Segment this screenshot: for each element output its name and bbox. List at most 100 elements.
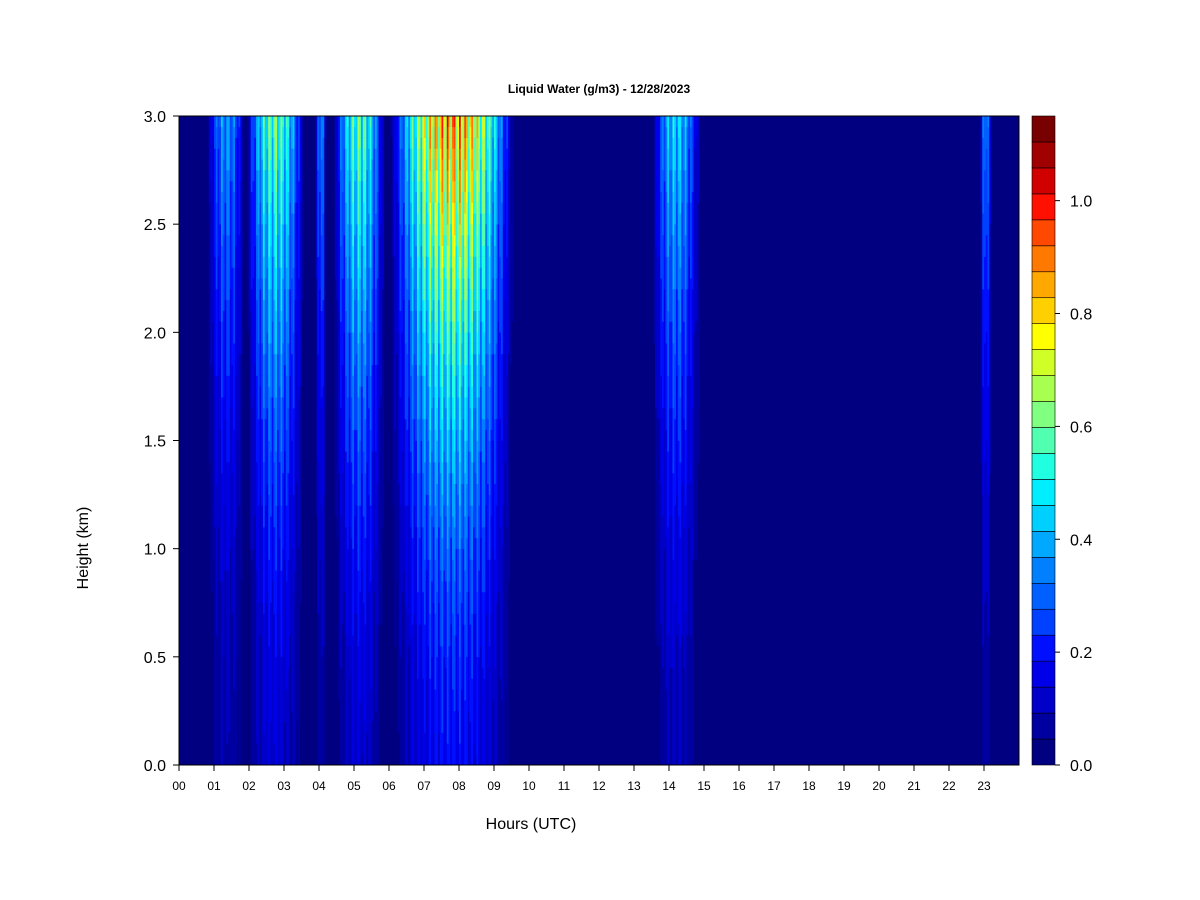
heatmap-cell (317, 408, 320, 420)
heatmap-cell (315, 170, 318, 182)
heatmap-cell (231, 170, 234, 182)
heatmap-cell (298, 180, 301, 193)
heatmap-cell (334, 483, 337, 495)
heatmap-cell (238, 375, 241, 387)
heatmap-cell (236, 505, 239, 517)
heatmap-cell (222, 505, 225, 517)
heatmap-cell (345, 364, 348, 376)
heatmap-cell (298, 527, 301, 539)
heatmap-cell (254, 743, 257, 755)
heatmap-cell (322, 494, 325, 506)
heatmap-cell (259, 375, 262, 387)
heatmap-cell (345, 613, 348, 625)
heatmap-cell (277, 591, 280, 604)
heatmap-cell (254, 256, 257, 268)
heatmap-cell (338, 429, 341, 441)
heatmap-cell (226, 462, 229, 474)
heatmap-cell (277, 667, 280, 679)
heatmap-cell (347, 548, 350, 560)
heatmap-cell (242, 202, 245, 214)
heatmap-cell (364, 451, 367, 463)
heatmap-cell (238, 353, 241, 366)
heatmap-cell (294, 332, 297, 344)
heatmap-cell (380, 408, 383, 420)
heatmap-cell (294, 440, 297, 452)
heatmap-cell (236, 170, 239, 182)
heatmap-cell (263, 213, 266, 225)
heatmap-cell (217, 624, 220, 636)
heatmap-cell (228, 743, 231, 755)
heatmap-cell (380, 591, 383, 604)
heatmap-cell (301, 213, 304, 225)
heatmap-cell (271, 494, 274, 506)
heatmap-cell (340, 462, 343, 474)
heatmap-cell (240, 472, 243, 485)
heatmap-cell (359, 689, 362, 701)
heatmap-cell (214, 267, 217, 279)
heatmap-cell (278, 581, 281, 593)
heatmap-cell (292, 278, 295, 290)
heatmap-cell (355, 678, 358, 690)
heatmap-cell (277, 364, 280, 376)
heatmap-cell (375, 721, 378, 733)
heatmap-cell (292, 224, 295, 236)
heatmap-cell (264, 646, 267, 658)
heatmap-cell (226, 224, 229, 236)
heatmap-cell (257, 245, 260, 257)
heatmap-cell (226, 613, 229, 625)
heatmap-cell (350, 191, 353, 203)
heatmap-cell (320, 656, 323, 668)
heatmap-cell (275, 148, 278, 160)
heatmap-cell (257, 451, 260, 463)
heatmap-cell (210, 353, 213, 366)
heatmap-cell (320, 267, 323, 279)
heatmap-cell (336, 332, 339, 344)
heatmap-cell (259, 332, 262, 344)
heatmap-cell (392, 267, 395, 279)
heatmap-cell (235, 732, 238, 744)
heatmap-cell (273, 234, 276, 247)
heatmap-cell (341, 548, 344, 560)
heatmap-cell (287, 137, 290, 149)
heatmap-cell (217, 743, 220, 755)
heatmap-cell (352, 581, 355, 593)
heatmap-cell (221, 321, 224, 333)
heatmap-cell (341, 656, 344, 668)
heatmap-cell (238, 721, 241, 733)
heatmap-cell (266, 624, 269, 636)
heatmap-cell (362, 159, 365, 171)
heatmap-cell (375, 451, 378, 463)
heatmap-cell (254, 213, 257, 225)
heatmap-cell (375, 364, 378, 376)
heatmap-cell (228, 710, 231, 723)
heatmap-cell (320, 191, 323, 203)
heatmap-cell (233, 310, 236, 322)
heatmap-cell (361, 278, 364, 290)
heatmap-cell (217, 602, 220, 614)
heatmap-cell (320, 429, 323, 441)
heatmap-cell (285, 516, 288, 528)
heatmap-cell (263, 559, 266, 571)
heatmap-cell (345, 537, 348, 549)
heatmap-cell (282, 386, 285, 398)
heatmap-cell (322, 743, 325, 755)
heatmap-cell (271, 224, 274, 236)
heatmap-cell (371, 408, 374, 420)
heatmap-cell (345, 602, 348, 614)
heatmap-cell (291, 429, 294, 441)
heatmap-cell (282, 494, 285, 506)
heatmap-cell (359, 310, 362, 322)
heatmap-cell (284, 689, 287, 701)
heatmap-cell (373, 516, 376, 528)
heatmap-cell (210, 418, 213, 430)
heatmap-cell (380, 613, 383, 625)
heatmap-cell (219, 418, 222, 430)
heatmap-cell (292, 710, 295, 723)
heatmap-cell (291, 732, 294, 744)
heatmap-cell (322, 537, 325, 549)
heatmap-cell (296, 559, 299, 571)
heatmap-cell (280, 321, 283, 333)
heatmap-cell (352, 516, 355, 528)
heatmap-cell (375, 505, 378, 517)
heatmap-cell (296, 245, 299, 257)
